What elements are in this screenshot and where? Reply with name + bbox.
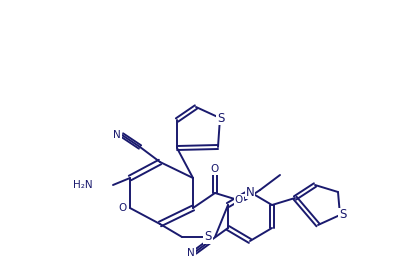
Text: O: O xyxy=(235,195,243,205)
Text: N: N xyxy=(246,185,254,198)
Text: S: S xyxy=(217,112,225,124)
Text: O: O xyxy=(119,203,127,213)
Text: N: N xyxy=(113,130,121,140)
Text: H₂N: H₂N xyxy=(73,180,93,190)
Text: S: S xyxy=(339,209,347,221)
Text: S: S xyxy=(204,230,212,244)
Text: O: O xyxy=(211,164,219,174)
Text: N: N xyxy=(187,248,195,258)
